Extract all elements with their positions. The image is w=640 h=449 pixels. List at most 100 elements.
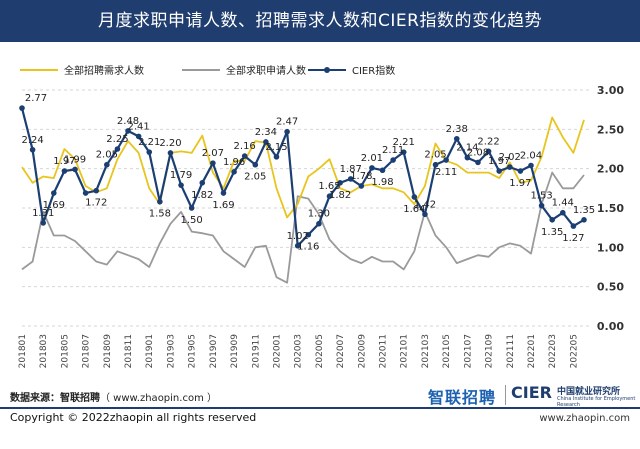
x-tick-label: 201903: [166, 334, 176, 368]
x-tick-label: 201809: [103, 334, 113, 369]
cier-data-label: 1.50: [181, 215, 203, 226]
cier-data-label: 1.97: [488, 156, 510, 167]
cier-data-label: 2.05: [424, 150, 446, 161]
x-tick-label: 201901: [145, 334, 155, 368]
x-tick-label: 201801: [18, 334, 28, 368]
series-points: [19, 105, 587, 249]
cier-point: [517, 168, 524, 174]
cier-point: [337, 180, 343, 186]
cier-point: [570, 223, 577, 229]
cier-point: [146, 149, 153, 155]
cier-point: [104, 161, 110, 168]
cier-point: [220, 190, 227, 196]
x-tick-label: 201803: [39, 334, 49, 368]
x-tick-label: 201905: [188, 334, 198, 368]
cier-data-label: 2.11: [435, 167, 457, 178]
cier-data-label: 2.20: [159, 138, 181, 149]
cier-point: [188, 205, 195, 211]
cier-data-label: 1.44: [552, 198, 574, 209]
cier-logo-en: China Institute for Employment Research: [557, 396, 636, 408]
x-tick-label: 202001: [272, 334, 282, 368]
zhaopin-logo: 智联招聘: [428, 388, 497, 407]
cier-data-label: 2.21: [393, 137, 415, 148]
cier-logo-cn: 中国就业研究所: [557, 387, 621, 397]
footer-divider: [0, 407, 640, 409]
legend-label: CIER指数: [352, 64, 395, 77]
cier-point: [464, 154, 471, 161]
y-tick-label: 2.00: [597, 163, 624, 176]
y-tick-label: 1.50: [597, 202, 624, 215]
cier-data-label: 1.97: [53, 156, 75, 167]
x-tick-label: 202205: [569, 334, 579, 368]
cier-point: [422, 211, 428, 218]
cier-data-label: 1.31: [32, 208, 54, 219]
y-tick-label: 1.00: [597, 241, 624, 254]
x-tick-label: 202005: [315, 334, 325, 368]
title-bar: 月度求职申请人数、招聘需求人数和CIER指数的变化趋势: [0, 0, 640, 42]
website: www.zhaopin.com: [539, 413, 630, 424]
y-tick-label: 3.00: [597, 84, 624, 97]
cier-data-label: 2.34: [255, 127, 277, 138]
cier-point: [390, 157, 396, 163]
cier-data-label: 2.22: [477, 136, 499, 147]
cier-point: [528, 162, 534, 169]
cier-data-label: 1.82: [329, 190, 351, 201]
cier-point: [358, 183, 365, 189]
cier-data-label: 2.25: [106, 134, 128, 145]
x-tick-label: 202007: [336, 334, 346, 368]
cier-data-label: 1.58: [149, 209, 171, 220]
cier-point: [135, 133, 142, 140]
cier-point: [485, 148, 492, 155]
cier-point: [443, 157, 449, 163]
cier-point: [241, 153, 248, 159]
cier-point: [549, 217, 555, 223]
cier-data-label: 2.04: [520, 151, 542, 162]
cier-point: [347, 176, 354, 182]
cier-data-label: 2.48: [117, 116, 139, 127]
cier-point: [581, 217, 587, 223]
cier-data-label: 2.02: [499, 152, 521, 163]
cier-point: [157, 198, 163, 205]
x-tick-label: 202101: [400, 334, 410, 368]
data-labels: 2.772.241.311.691.971.991.722.052.252.48…: [21, 93, 595, 253]
series-line-cier: [20, 107, 585, 247]
cier-point: [263, 139, 269, 145]
cier-data-label: 1.42: [414, 199, 436, 210]
cier-data-label: 1.72: [85, 198, 107, 209]
cier-data-label: 1.64: [403, 204, 425, 215]
cier-logo: CIER: [511, 383, 552, 402]
cier-point: [305, 231, 312, 238]
x-tick-label: 202201: [527, 334, 537, 368]
data-source-url: （ www.zhaopin.com ）: [100, 393, 217, 404]
x-tick-label: 202107: [463, 334, 473, 368]
data-source: 数据来源：智联招聘（ www.zhaopin.com ）: [10, 389, 217, 404]
x-tick-label: 202111: [506, 334, 516, 368]
footer: 数据来源：智联招聘（ www.zhaopin.com ） 智联招聘 CIER 中…: [0, 377, 640, 449]
series-lines: [20, 107, 585, 284]
cier-data-label: 2.24: [21, 135, 43, 146]
y-tick-label: 2.50: [597, 123, 624, 136]
x-tick-label: 202011: [379, 334, 389, 368]
x-tick-label: 201807: [82, 334, 92, 368]
cier-data-label: 1.87: [340, 164, 362, 175]
data-source-label: 数据来源：智联招聘: [10, 393, 100, 404]
cier-point: [93, 187, 100, 194]
chart-title: 月度求职申请人数、招聘需求人数和CIER指数的变化趋势: [98, 11, 542, 31]
x-tick-label: 202203: [548, 334, 558, 368]
cier-data-label: 1.78: [350, 171, 372, 182]
cier-data-label: 1.82: [191, 190, 213, 201]
cier-point: [538, 202, 545, 209]
cier-point: [231, 169, 237, 175]
cier-data-label: 1.69: [212, 200, 234, 211]
cier-data-label: 1.27: [562, 233, 584, 244]
cier-data-label: 2.14: [456, 143, 478, 154]
cier-point: [273, 154, 280, 160]
cier-point: [51, 190, 57, 196]
x-tick-label: 202003: [294, 334, 304, 368]
cier-data-label: 1.96: [223, 157, 245, 168]
cier-point: [294, 242, 301, 249]
cier-point: [252, 161, 259, 168]
cier-point: [432, 161, 439, 168]
cier-data-label: 1.65: [318, 181, 340, 192]
cier-point: [326, 193, 333, 199]
